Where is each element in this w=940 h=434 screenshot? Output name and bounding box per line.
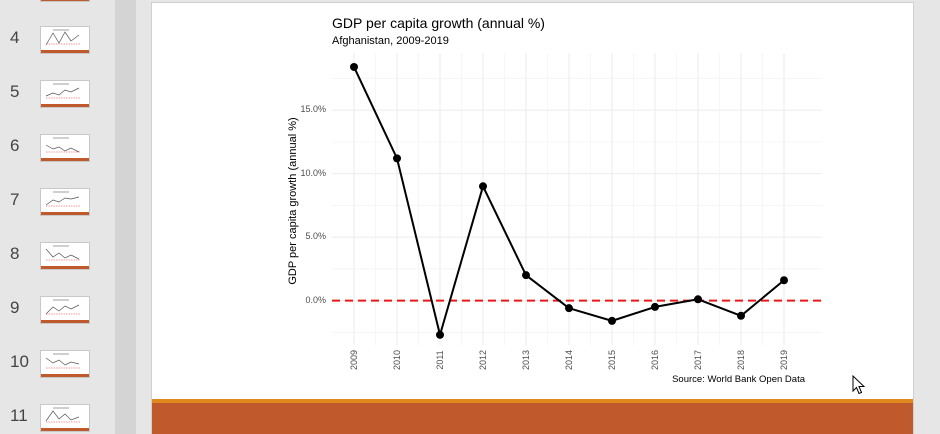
slide-number: 10: [10, 352, 29, 371]
slide-editing-area: GDP per capita growth (annual %) Afghani…: [136, 0, 940, 434]
mouse-pointer-icon: [852, 375, 866, 395]
y-tick-label: 5.0%: [305, 231, 326, 242]
data-point: [608, 316, 616, 325]
slide-thumbnail-image[interactable]: [40, 80, 90, 108]
slide-thumbnail-image[interactable]: [40, 404, 90, 432]
data-point: [522, 271, 530, 280]
chart-plot: [332, 53, 822, 345]
slide-footer-bar: [152, 403, 913, 434]
slide-thumbnail-pane: 4 5 6 7 8 9 10 11: [0, 0, 115, 434]
y-tick-label: 10.0%: [300, 167, 326, 178]
slide-thumbnail[interactable]: 4: [0, 26, 115, 66]
slide-number: 11: [10, 406, 28, 425]
thumbnail-chart-icon: [45, 191, 81, 207]
data-point: [737, 311, 745, 320]
chart-title: GDP per capita growth (annual %): [332, 15, 545, 31]
thumbnail-footer-bar: [41, 0, 89, 1]
slide-thumbnail-image[interactable]: [40, 242, 90, 270]
slide-thumbnail[interactable]: 11: [0, 404, 115, 434]
slide-number: 7: [10, 190, 20, 209]
data-point: [565, 304, 573, 313]
slide-thumbnail-image[interactable]: [40, 134, 90, 162]
chart-subtitle: Afghanistan, 2009-2019: [332, 35, 449, 47]
slide-thumbnail[interactable]: 5: [0, 80, 115, 120]
thumbnail-footer-bar: [41, 158, 89, 161]
thumbnail-chart-icon: [45, 29, 81, 46]
thumbnail-footer-bar: [41, 428, 89, 431]
thumbnail-footer-bar: [41, 104, 89, 107]
data-point: [651, 302, 659, 311]
pane-splitter[interactable]: [115, 0, 136, 434]
data-point: [479, 182, 487, 191]
slide-number: 8: [10, 244, 20, 263]
slide-thumbnail[interactable]: 9: [0, 296, 115, 336]
y-tick-label: 15.0%: [300, 104, 326, 115]
thumbnail-footer-bar: [41, 266, 89, 269]
slide-thumbnail-image[interactable]: [40, 350, 90, 378]
thumbnail-chart-icon: [45, 83, 81, 99]
thumbnail-chart-icon: [45, 137, 81, 153]
data-point: [694, 295, 702, 304]
slide-thumbnail-image[interactable]: [40, 188, 90, 216]
chart-source: Source: World Bank Open Data: [672, 374, 805, 385]
thumbnail-chart-icon: [45, 245, 81, 261]
data-point: [393, 154, 401, 163]
slide-thumbnail[interactable]: 6: [0, 134, 115, 174]
slide-number: 5: [10, 82, 20, 101]
y-tick-label: 0.0%: [305, 294, 326, 305]
data-point: [780, 276, 788, 285]
slide-footer-accent-line: [152, 399, 913, 403]
slide-thumbnail[interactable]: 10: [0, 350, 115, 390]
slide-thumbnail-image[interactable]: [40, 296, 90, 324]
data-point: [350, 62, 358, 71]
thumbnail-footer-bar: [41, 212, 89, 215]
slide-thumbnail-partial[interactable]: [40, 0, 90, 2]
thumbnail-chart-icon: [45, 299, 81, 315]
slide-thumbnail-image[interactable]: [40, 26, 90, 54]
slide-thumbnail[interactable]: 7: [0, 188, 115, 228]
thumbnail-footer-bar: [41, 320, 89, 323]
data-point: [436, 330, 444, 339]
slide-thumbnail[interactable]: 8: [0, 242, 115, 282]
slide-number: 4: [10, 28, 20, 47]
slide-number: 6: [10, 136, 20, 155]
slide-canvas[interactable]: GDP per capita growth (annual %) Afghani…: [151, 2, 914, 434]
thumbnail-chart-icon: [45, 407, 81, 423]
thumbnail-footer-bar: [41, 50, 89, 53]
thumbnail-footer-bar: [41, 374, 89, 377]
slide-number: 9: [10, 298, 20, 317]
thumbnail-chart-icon: [45, 353, 81, 369]
